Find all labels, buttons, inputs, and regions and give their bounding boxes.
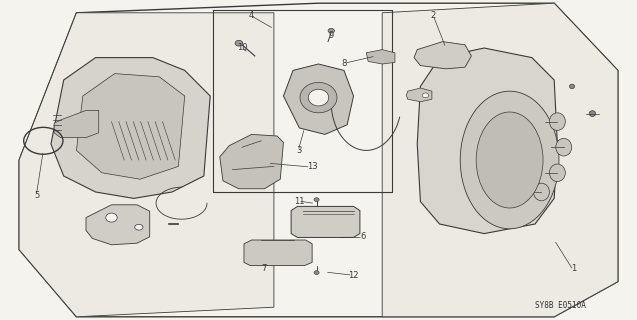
Text: 8: 8 [341, 60, 347, 68]
Polygon shape [283, 64, 354, 134]
Text: 13: 13 [307, 162, 317, 171]
Text: 6: 6 [361, 232, 366, 241]
Text: 11: 11 [294, 197, 304, 206]
Ellipse shape [549, 164, 566, 182]
Polygon shape [406, 88, 432, 102]
Text: 5: 5 [34, 191, 39, 200]
Polygon shape [291, 206, 360, 237]
Ellipse shape [314, 198, 319, 202]
Text: 10: 10 [237, 44, 247, 52]
Ellipse shape [135, 224, 143, 230]
Ellipse shape [328, 28, 334, 33]
Ellipse shape [476, 112, 543, 208]
Ellipse shape [534, 183, 549, 201]
Text: 2: 2 [431, 12, 436, 20]
Polygon shape [51, 58, 210, 198]
Text: 9: 9 [329, 31, 334, 40]
Ellipse shape [308, 89, 329, 106]
Text: 7: 7 [262, 264, 267, 273]
Polygon shape [76, 74, 185, 179]
Ellipse shape [460, 91, 559, 229]
Ellipse shape [549, 113, 566, 131]
Text: 3: 3 [297, 146, 302, 155]
Polygon shape [417, 48, 557, 234]
Ellipse shape [300, 82, 337, 113]
Ellipse shape [589, 111, 596, 116]
Ellipse shape [106, 213, 117, 222]
Ellipse shape [422, 93, 429, 98]
Polygon shape [220, 134, 283, 189]
Polygon shape [19, 13, 274, 317]
Polygon shape [244, 240, 312, 266]
Polygon shape [86, 205, 150, 245]
Ellipse shape [569, 84, 575, 89]
Text: 1: 1 [571, 264, 576, 273]
Polygon shape [54, 110, 99, 138]
Polygon shape [382, 3, 618, 317]
Ellipse shape [314, 271, 319, 275]
Ellipse shape [555, 138, 572, 156]
Polygon shape [414, 42, 471, 69]
Text: 12: 12 [348, 271, 359, 280]
Polygon shape [19, 3, 618, 317]
Text: 4: 4 [249, 12, 254, 20]
Polygon shape [366, 50, 395, 64]
Text: SY8B E0510A: SY8B E0510A [535, 301, 586, 310]
Ellipse shape [235, 40, 243, 46]
